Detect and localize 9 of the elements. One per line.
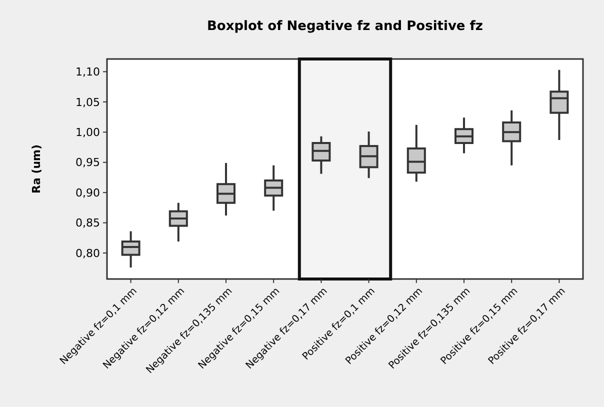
y-tick-label: 0,80 xyxy=(76,246,100,260)
y-tick-label: 0,95 xyxy=(76,156,100,170)
y-tick-label: 1,05 xyxy=(76,96,100,109)
y-tick-label: 0,85 xyxy=(76,216,100,230)
y-tick-label: 1,00 xyxy=(76,126,100,139)
y-tick-label: 1,10 xyxy=(76,66,100,79)
y-tick-label: 0,90 xyxy=(76,186,100,200)
chart-title: Boxplot of Negative fz and Positive fz xyxy=(206,19,484,34)
y-axis-title: Ra (um) xyxy=(30,144,43,194)
